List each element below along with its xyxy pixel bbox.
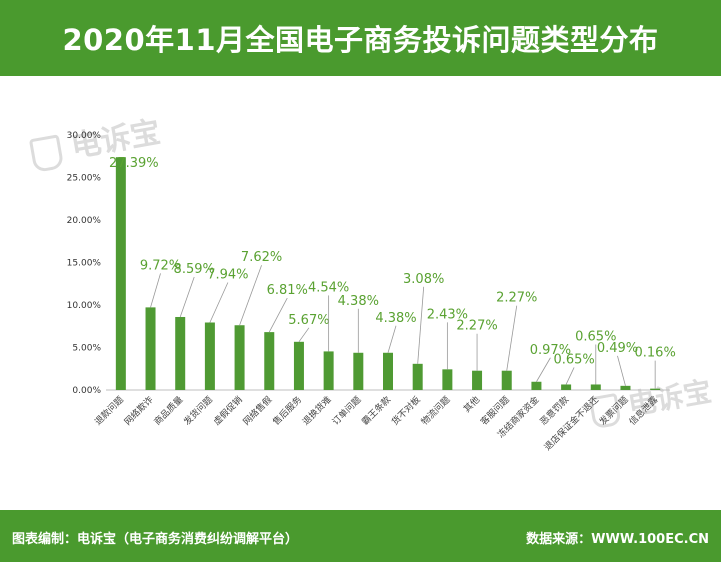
x-tick-label: 退店保证金不退还 [542,394,601,453]
x-tick-label: 发票问题 [597,394,631,428]
y-tick-label: 25.00% [67,174,102,184]
bar [204,322,215,390]
data-label: 0.49% [597,341,638,356]
x-tick-label: 商品质量 [151,394,185,428]
x-tick-label: 信息泄露 [626,394,660,428]
x-tick-label: 其他 [461,394,482,415]
bar [590,384,601,390]
bar [383,352,393,390]
data-label: 3.08% [403,272,444,287]
x-tick-label: 退款问题 [92,394,126,428]
title-bar: 2020年11月全国电子商务投诉问题类型分布 [0,0,721,76]
leader-line [298,327,310,343]
bar [620,385,631,390]
y-tick-label: 20.00% [67,216,102,226]
bar [264,332,275,390]
y-tick-label: 15.00% [67,259,102,269]
footer-bar: 图表编制：电诉宝（电子商务消费纠纷调解平台） 数据来源：WWW.100EC.CN [0,510,721,562]
bar [323,351,334,390]
leader-line [506,305,518,371]
bar [650,388,661,390]
data-label: 4.38% [375,311,416,326]
leader-line [268,297,288,333]
bar [442,369,453,390]
leader-line [179,276,195,318]
data-label: 2.27% [456,319,497,334]
data-label: 2.43% [427,307,468,322]
x-tick-label: 物流问题 [419,394,453,428]
bar [353,352,364,390]
bar [531,381,542,390]
leader-line [387,325,397,353]
data-label: 6.81% [267,283,308,298]
x-tick-label: 虚假促销 [211,394,245,428]
bar [234,325,245,390]
data-label: 0.16% [635,346,676,361]
y-tick-label: 30.00% [67,131,102,141]
footer-source-credit: 图表编制：电诉宝（电子商务消费纠纷调解平台） [12,532,299,547]
x-tick-label: 售后服务 [270,394,304,428]
leader-line [536,357,551,382]
data-label: 5.67% [288,313,329,328]
data-label: 2.27% [496,291,537,306]
x-tick-label: 货不对板 [389,394,423,428]
data-label: 7.94% [207,268,248,283]
data-label: 0.97% [530,343,571,358]
x-tick-label: 订单问题 [329,394,363,428]
x-tick-label: 霸王条款 [359,394,393,428]
leader-line [417,286,425,364]
data-label: 4.54% [308,280,349,295]
data-label: 7.62% [241,250,282,265]
bar [175,316,186,390]
leader-line [150,273,161,308]
bar [501,370,512,390]
y-tick-label: 10.00% [67,301,102,311]
data-label: 4.38% [338,294,379,309]
bar-chart: 0.00% 5.00% 10.00% 15.00% 20.00% 25.00% 30.00%… [67,131,676,453]
leader-line [565,367,575,385]
x-tick-label: 网络欺诈 [122,394,156,428]
bar [293,341,304,390]
x-tick-label: 网络售假 [240,394,274,428]
x-tick-label: 退换货难 [300,394,334,428]
y-tick-label: 0.00% [72,386,101,396]
bar [412,363,423,390]
data-label: 9.72% [140,258,181,273]
leader-line [239,265,262,326]
bar [472,370,483,390]
data-label: 0.65% [553,352,594,367]
page-title: 2020年11月全国电子商务投诉问题类型分布 [62,23,659,57]
footer-data-source: 数据来源：WWW.100EC.CN [526,532,709,547]
y-tick-label: 5.00% [72,344,101,354]
leader-line [617,355,626,386]
data-label: 8.59% [174,262,215,277]
x-tick-label: 发货问题 [181,394,215,428]
bar [115,157,126,390]
leader-line [209,282,229,323]
data-label: 27.39% [109,156,159,171]
data-label: 0.65% [575,329,616,344]
bar [145,307,156,390]
bar [561,384,572,390]
